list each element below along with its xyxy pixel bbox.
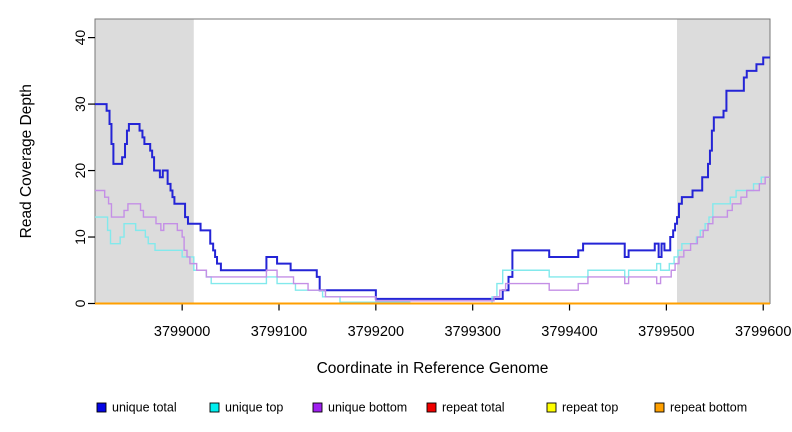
legend-label-unique-bottom: unique bottom [328, 401, 407, 415]
legend-label-repeat-total: repeat total [442, 401, 505, 415]
legend-label-repeat-bottom: repeat bottom [670, 401, 747, 415]
x-axis-tick-label: 3799200 [348, 324, 404, 340]
series-unique-bottom-line [95, 176, 770, 302]
legend-swatch-repeat-bottom [654, 402, 665, 413]
x-axis-tick-label: 3799100 [251, 324, 307, 340]
y-axis-tick-label: 40 [72, 30, 88, 46]
x-axis-tick-label: 3799400 [541, 324, 597, 340]
series-group [95, 56, 770, 305]
y-axis-tick-label: 20 [72, 163, 88, 179]
y-axis-tick-label: 10 [72, 229, 88, 245]
legend-swatch-repeat-top [546, 402, 557, 413]
x-axis-tick-label: 3799500 [638, 324, 694, 340]
legend-item-repeat-top: repeat top [546, 401, 618, 415]
x-axis-tick-label: 3799300 [444, 324, 500, 340]
legend-swatch-repeat-total [426, 402, 437, 413]
left-repeat-region [95, 19, 194, 304]
legend-swatch-unique-top [209, 402, 220, 413]
y-axis-tick-label: 0 [72, 299, 88, 307]
x-axis-tick-label: 3799000 [154, 324, 210, 340]
legend-item-repeat-total: repeat total [426, 401, 505, 415]
x-axis-title: Coordinate in Reference Genome [317, 360, 549, 377]
legend-label-repeat-top: repeat top [562, 401, 618, 415]
legend-label-unique-total: unique total [112, 401, 177, 415]
right-repeat-region [677, 19, 770, 304]
legend-item-unique-top: unique top [209, 401, 283, 415]
legend: unique total unique top unique bottom repea… [96, 401, 747, 415]
series-unique-total-line [95, 56, 770, 300]
legend-swatch-unique-total [96, 402, 107, 413]
x-axis-tick-label: 3799600 [735, 324, 791, 340]
legend-item-unique-total: unique total [96, 401, 177, 415]
legend-item-repeat-bottom: repeat bottom [654, 401, 747, 415]
legend-swatch-unique-bottom [312, 402, 323, 413]
legend-item-unique-bottom: unique bottom [312, 401, 407, 415]
y-axis-title: Read Coverage Depth [18, 84, 35, 238]
y-axis-tick-label: 30 [72, 96, 88, 112]
legend-label-unique-top: unique top [225, 401, 283, 415]
series-unique-top-line [95, 176, 770, 305]
